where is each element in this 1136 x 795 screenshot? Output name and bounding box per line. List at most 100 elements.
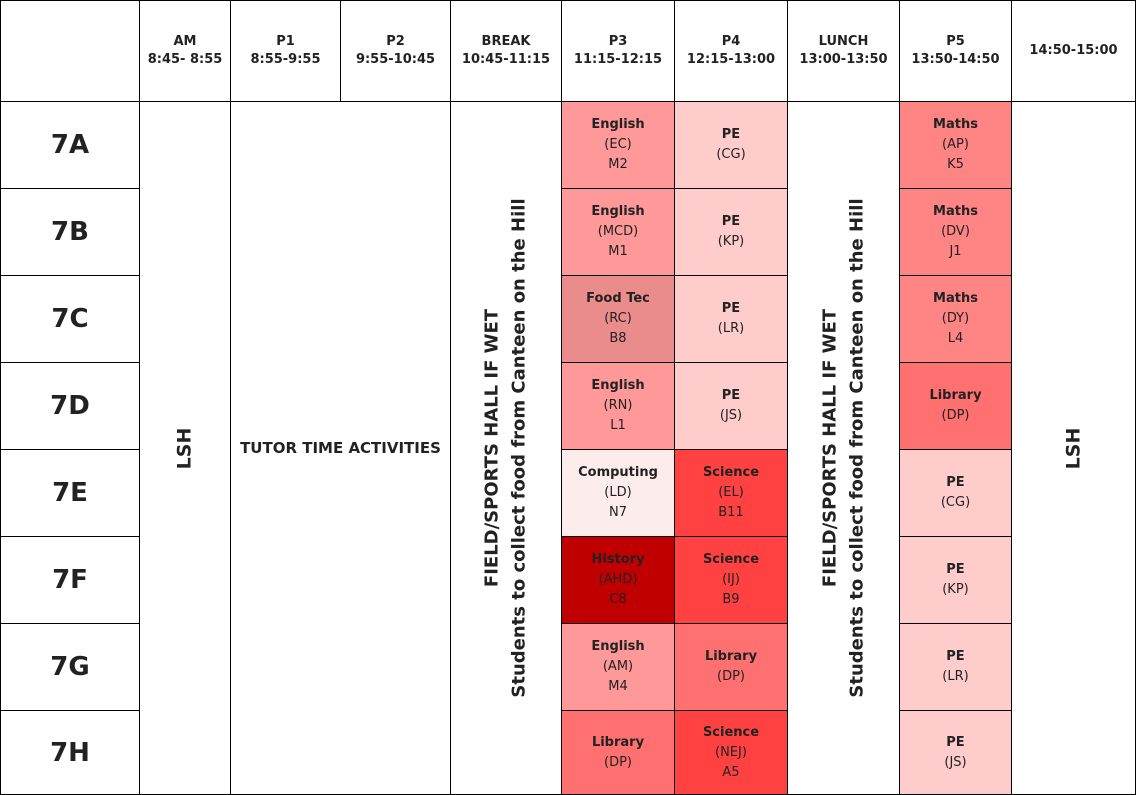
lesson-teacher: (DY): [941, 311, 970, 326]
lesson-teacher: (LD): [604, 485, 632, 500]
lesson-p3-7e: Computing (LD) N7: [561, 449, 675, 537]
lesson-p4-7f: Science (IJ) B9: [674, 536, 788, 624]
header-p5: P5 13:50-14:50: [899, 0, 1012, 102]
lesson-teacher: (LR): [942, 669, 969, 684]
header-am-title: AM: [173, 34, 197, 49]
lesson-teacher: (DP): [941, 408, 970, 423]
header-am: AM 8:45- 8:55: [139, 0, 231, 102]
header-break-time: 10:45-11:15: [461, 52, 551, 67]
lesson-teacher: (EC): [604, 137, 632, 152]
lesson-subject: English: [591, 204, 645, 219]
break-line1: FIELD/SPORTS HALL IF WET: [482, 308, 503, 588]
lesson-room: B8: [609, 331, 627, 346]
lesson-room: A5: [722, 764, 740, 780]
lunch-line1: FIELD/SPORTS HALL IF WET: [819, 308, 841, 588]
tutor-time-span: TUTOR TIME ACTIVITIES: [230, 101, 451, 795]
break-span: FIELD/SPORTS HALL IF WET Students to col…: [450, 101, 562, 795]
header-am-time: 8:45- 8:55: [147, 52, 223, 67]
lesson-p4-7d: PE (JS): [674, 362, 788, 450]
lesson-subject: Maths: [933, 291, 978, 306]
lesson-room: K5: [947, 157, 964, 172]
lesson-p5-7h: PE (JS): [899, 710, 1012, 795]
header-p4-title: P4: [721, 34, 741, 49]
lesson-room: M2: [608, 157, 628, 172]
am-lsh-span: LSH: [139, 101, 231, 795]
lesson-subject: Science: [702, 552, 760, 567]
class-label-7c: 7C: [0, 275, 140, 363]
lesson-p4-7c: PE (LR): [674, 275, 788, 363]
lesson-subject: PE: [946, 649, 965, 664]
lesson-teacher: (RN): [603, 398, 633, 413]
end-lsh-span: LSH: [1011, 101, 1136, 795]
lesson-subject: English: [591, 117, 645, 132]
lesson-p4-7b: PE (KP): [674, 188, 788, 276]
lesson-teacher: (KP): [942, 582, 969, 597]
lesson-room: L4: [947, 331, 964, 346]
lesson-p5-7b: Maths (DV) J1: [899, 188, 1012, 276]
lesson-subject: PE: [946, 562, 965, 577]
header-p3: P3 11:15-12:15: [561, 0, 675, 102]
lesson-p3-7d: English (RN) L1: [561, 362, 675, 450]
lesson-room: N7: [609, 505, 627, 520]
lesson-teacher: (JS): [944, 754, 967, 770]
break-line2: Students to collect food from Canteen on…: [509, 198, 530, 698]
lesson-teacher: (EL): [718, 485, 744, 500]
lesson-subject: Maths: [933, 117, 978, 132]
lesson-room: B9: [722, 592, 740, 607]
lesson-p5-7c: Maths (DY) L4: [899, 275, 1012, 363]
lesson-teacher: (AM): [602, 659, 634, 674]
lesson-subject: Library: [929, 388, 982, 403]
class-label-7d: 7D: [0, 362, 140, 450]
lunch-span: FIELD/SPORTS HALL IF WET Students to col…: [787, 101, 900, 795]
lesson-p5-7f: PE (KP): [899, 536, 1012, 624]
header-p4-time: 12:15-13:00: [686, 52, 776, 67]
lesson-subject: Science: [702, 724, 760, 740]
lesson-teacher: (DP): [717, 669, 745, 684]
lesson-teacher: (RC): [604, 311, 632, 326]
header-p4: P4 12:15-13:00: [674, 0, 788, 102]
lesson-subject: Computing: [578, 465, 658, 480]
lesson-teacher: (MCD): [597, 224, 639, 239]
header-lunch: LUNCH 13:00-13:50: [787, 0, 900, 102]
lesson-p4-7e: Science (EL) B11: [674, 449, 788, 537]
lesson-subject: Library: [591, 734, 645, 750]
class-label-7g: 7G: [0, 623, 140, 711]
lesson-p3-7h: Library (DP): [561, 710, 675, 795]
lesson-subject: English: [591, 378, 645, 393]
lesson-p3-7c: Food Tec (RC) B8: [561, 275, 675, 363]
header-p1-title: P1: [276, 34, 295, 49]
lesson-teacher: (NEJ): [715, 744, 747, 760]
lesson-room: J1: [949, 244, 962, 259]
lesson-teacher: (AHD): [598, 572, 638, 587]
am-lsh-label: LSH: [173, 427, 196, 469]
lesson-subject: PE: [946, 734, 965, 750]
lesson-p5-7e: PE (CG): [899, 449, 1012, 537]
header-end: 14:50-15:00: [1011, 0, 1136, 102]
class-label-7b: 7B: [0, 188, 140, 276]
lesson-subject: PE: [721, 214, 741, 229]
lesson-p4-7h: Science (NEJ) A5: [674, 710, 788, 795]
lesson-teacher: (CG): [716, 147, 746, 162]
header-p5-time: 13:50-14:50: [911, 52, 1000, 67]
header-p2-title: P2: [386, 34, 405, 49]
corner-cell: [0, 0, 140, 102]
header-p1-time: 8:55-9:55: [250, 52, 321, 67]
lesson-teacher: (IJ): [722, 572, 740, 587]
lesson-room: L1: [610, 418, 626, 433]
lesson-room: M1: [608, 244, 628, 259]
lesson-p4-7a: PE (CG): [674, 101, 788, 189]
header-p5-title: P5: [946, 34, 965, 49]
class-label-7a: 7A: [0, 101, 140, 189]
header-p3-time: 11:15-12:15: [573, 52, 663, 67]
header-lunch-title: LUNCH: [818, 34, 869, 49]
lesson-p5-7d: Library (DP): [899, 362, 1012, 450]
lesson-subject: PE: [721, 388, 741, 403]
lesson-subject: Food Tec: [586, 291, 650, 306]
lesson-room: M4: [608, 679, 628, 694]
header-p1: P1 8:55-9:55: [230, 0, 341, 102]
lesson-p5-7a: Maths (AP) K5: [899, 101, 1012, 189]
lesson-subject: PE: [946, 475, 965, 490]
header-break: BREAK 10:45-11:15: [450, 0, 562, 102]
lesson-p4-7g: Library (DP): [674, 623, 788, 711]
